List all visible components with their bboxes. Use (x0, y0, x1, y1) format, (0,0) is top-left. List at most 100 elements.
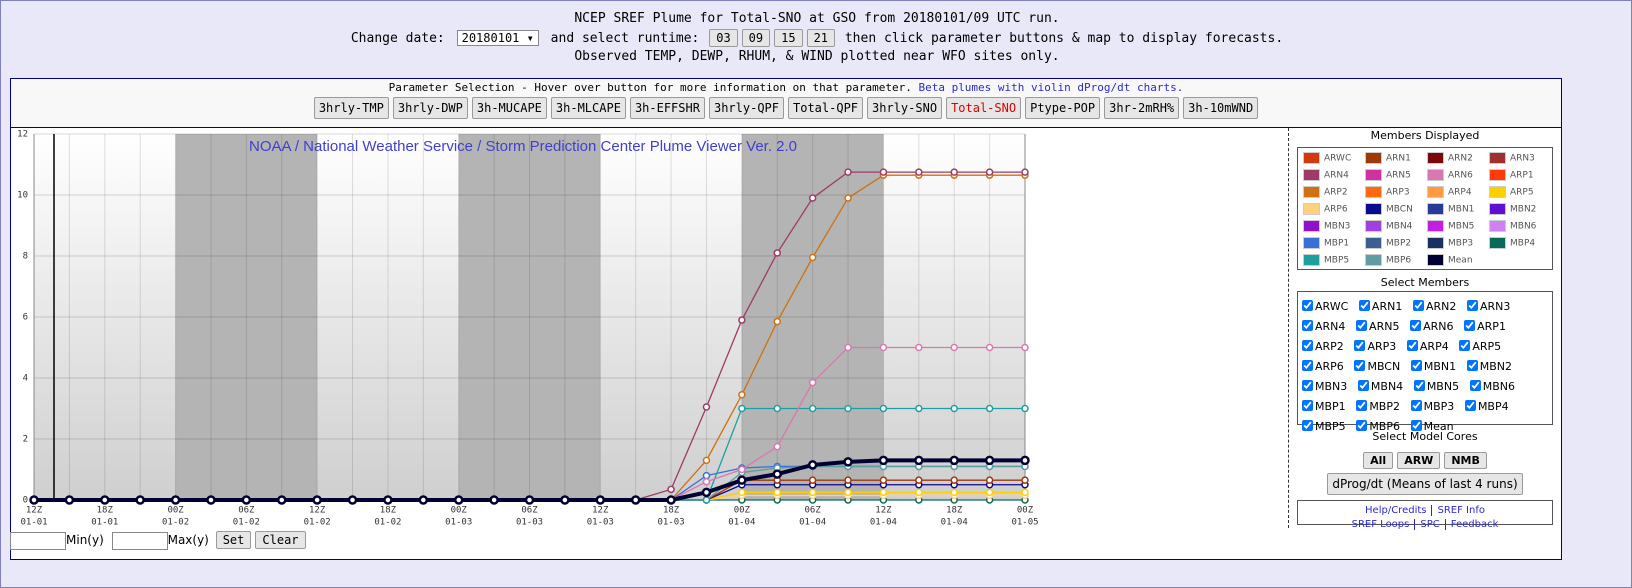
dprog-button[interactable]: dProg/dt (Means of last 4 runs) (1327, 473, 1523, 495)
checkbox[interactable] (1356, 400, 1368, 411)
parameter-button[interactable]: 3h-10mWND (1183, 97, 1259, 119)
data-point (738, 404, 746, 413)
parameter-button[interactable]: 3h-MUCAPE (471, 97, 547, 119)
checkbox[interactable] (1302, 320, 1313, 331)
divider (1288, 128, 1289, 528)
parameter-button[interactable]: 3hrly-DWP (392, 97, 468, 119)
x-tick-label: 00Z (167, 506, 184, 516)
checkbox[interactable] (1356, 420, 1368, 431)
checkbox[interactable] (1413, 380, 1425, 391)
core-button[interactable]: All (1363, 452, 1394, 469)
data-point (949, 455, 959, 466)
legend-swatch (1365, 220, 1382, 232)
legend-swatch (1489, 152, 1506, 164)
link[interactable]: SPC (1414, 519, 1445, 530)
legend-item: MBN3 (1303, 220, 1350, 232)
x-tick-label: 01-02 (304, 518, 331, 528)
night-shading (458, 134, 601, 500)
x-tick-label: 01-04 (870, 518, 897, 528)
x-tick-label: 01-04 (941, 518, 968, 528)
runtime-button[interactable]: 15 (774, 29, 803, 47)
checkbox[interactable] (1302, 360, 1313, 371)
checkbox[interactable] (1464, 320, 1476, 331)
legend-label: MBN3 (1324, 221, 1351, 232)
link[interactable]: Feedback (1444, 519, 1504, 530)
legend-item: MBN2 (1489, 203, 1536, 215)
parameter-button[interactable]: 3h-MLCAPE (550, 97, 626, 119)
parameter-button[interactable]: Total-SNO (946, 97, 1022, 119)
data-point (773, 249, 781, 257)
parameter-button[interactable]: 3hr-2mRH% (1104, 97, 1180, 119)
legend-swatch (1427, 203, 1444, 215)
parameter-button[interactable]: 3hrly-QPF (708, 97, 784, 119)
checkbox[interactable] (1302, 300, 1313, 311)
checkbox[interactable] (1469, 380, 1481, 391)
checkbox[interactable] (1356, 320, 1368, 331)
max-input[interactable] (111, 531, 168, 550)
core-buttons: All ARW NMB (1297, 449, 1553, 469)
checkbox[interactable] (1302, 380, 1313, 391)
legend-swatch (1303, 169, 1320, 181)
runtime-button[interactable]: 21 (806, 29, 836, 47)
checkbox[interactable] (1459, 340, 1471, 351)
clear-button[interactable]: Clear (255, 531, 306, 549)
member-label: ARP2 (1315, 340, 1344, 353)
x-tick-label: 12Z (26, 506, 43, 516)
checkbox[interactable] (1302, 340, 1313, 351)
core-button[interactable]: ARW (1397, 452, 1441, 469)
link[interactable]: Help/Credits (1365, 505, 1427, 516)
checkbox[interactable] (1406, 340, 1418, 351)
checkbox[interactable] (1412, 300, 1424, 311)
checkbox[interactable] (1354, 360, 1366, 371)
x-tick-label: 01-03 (587, 518, 614, 528)
checkbox[interactable] (1302, 420, 1313, 431)
legend-label: ARP3 (1386, 187, 1410, 198)
legend-swatch (1489, 203, 1506, 215)
member-checkbox: ARWC (1302, 300, 1348, 313)
checkbox[interactable] (1466, 360, 1478, 371)
date-select[interactable]: 20180101 ▾ (456, 30, 539, 46)
min-input[interactable] (10, 531, 66, 550)
data-point (844, 168, 852, 176)
checkbox[interactable] (1354, 340, 1366, 351)
checkbox[interactable] (1410, 400, 1422, 411)
data-point (915, 168, 923, 176)
data-point (950, 476, 958, 484)
parameter-button[interactable]: 3hrly-SNO (867, 97, 943, 119)
data-point (29, 495, 39, 505)
link[interactable]: Beta plumes with violin dProg/dt charts. (918, 81, 1184, 94)
checkbox[interactable] (1357, 380, 1369, 391)
data-point (843, 457, 853, 467)
core-button[interactable]: NMB (1444, 452, 1487, 469)
data-point (702, 456, 711, 465)
checkbox[interactable] (1464, 400, 1476, 411)
checkbox[interactable] (1358, 300, 1370, 311)
runtime-button[interactable]: 09 (741, 29, 771, 47)
runtime-button[interactable]: 03 (709, 29, 738, 47)
parameter-button[interactable]: 3hrly-TMP (313, 97, 389, 119)
data-point (241, 495, 252, 505)
data-point (879, 488, 888, 497)
chart-title: NOAA / National Weather Service / Storm … (249, 138, 797, 155)
members-title: Members Displayed (1370, 129, 1480, 142)
x-tick-label: 18Z (380, 506, 397, 516)
data-point (489, 495, 499, 505)
x-tick-label: 06Z (805, 506, 822, 516)
legend-swatch (1365, 203, 1382, 215)
legend-label: MBP6 (1386, 255, 1412, 266)
set-button[interactable]: Set (215, 531, 252, 549)
checkbox[interactable] (1410, 320, 1422, 331)
y-tick-label: 0 (23, 496, 28, 506)
link[interactable]: SREF Info (1431, 505, 1490, 516)
checkbox[interactable] (1410, 420, 1422, 431)
checkbox[interactable] (1410, 360, 1422, 371)
parameter-button[interactable]: Ptype-POP (1025, 97, 1101, 119)
member-checkbox: ARN4 (1302, 320, 1345, 333)
legend-item: MBP4 (1489, 237, 1535, 249)
link[interactable]: SREF Loops (1351, 519, 1410, 530)
checkbox[interactable] (1302, 400, 1313, 411)
parameter-button[interactable]: 3h-EFFSHR (629, 97, 705, 119)
parameter-button[interactable]: Total-QPF (788, 97, 864, 119)
legend-item: ARN4 (1303, 169, 1349, 181)
checkbox[interactable] (1467, 300, 1479, 311)
